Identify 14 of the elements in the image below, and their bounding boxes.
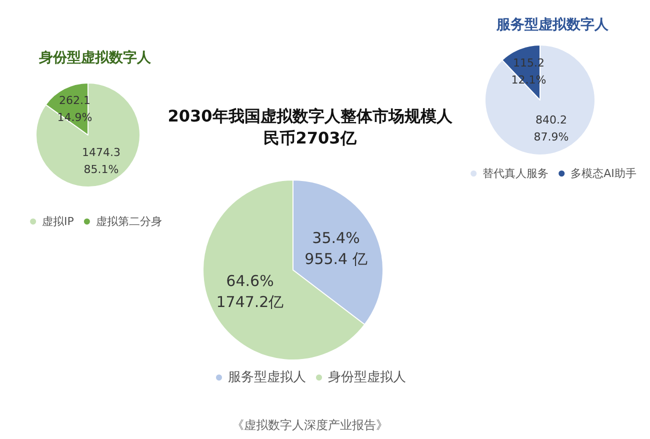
legend-label: 虚拟第二分身 <box>96 215 162 228</box>
legend-label: 虚拟IP <box>42 215 74 228</box>
data-label: 35.4% 955.4 亿 <box>304 229 368 268</box>
data-label: 1474.3 85.1% <box>82 146 120 176</box>
legend-label: 服务型虚拟人 <box>228 370 306 385</box>
legend-label: 身份型虚拟人 <box>328 370 406 385</box>
data-label: 64.6% 1747.2亿 <box>216 272 284 311</box>
legend-label: 多模态AI助手 <box>570 167 636 180</box>
data-label: 840.2 87.9% <box>534 113 569 144</box>
chart-title: 服务型虚拟数字人 <box>496 16 610 33</box>
chart-title: 2030年我国虚拟数字人整体市场规模人民币2703亿 <box>168 106 454 148</box>
legend-label: 替代真人服务 <box>482 167 549 180</box>
chart-title: 身份型虚拟数字人 <box>38 49 152 66</box>
text: 《虚拟数字人深度产业报告》 <box>232 418 388 432</box>
